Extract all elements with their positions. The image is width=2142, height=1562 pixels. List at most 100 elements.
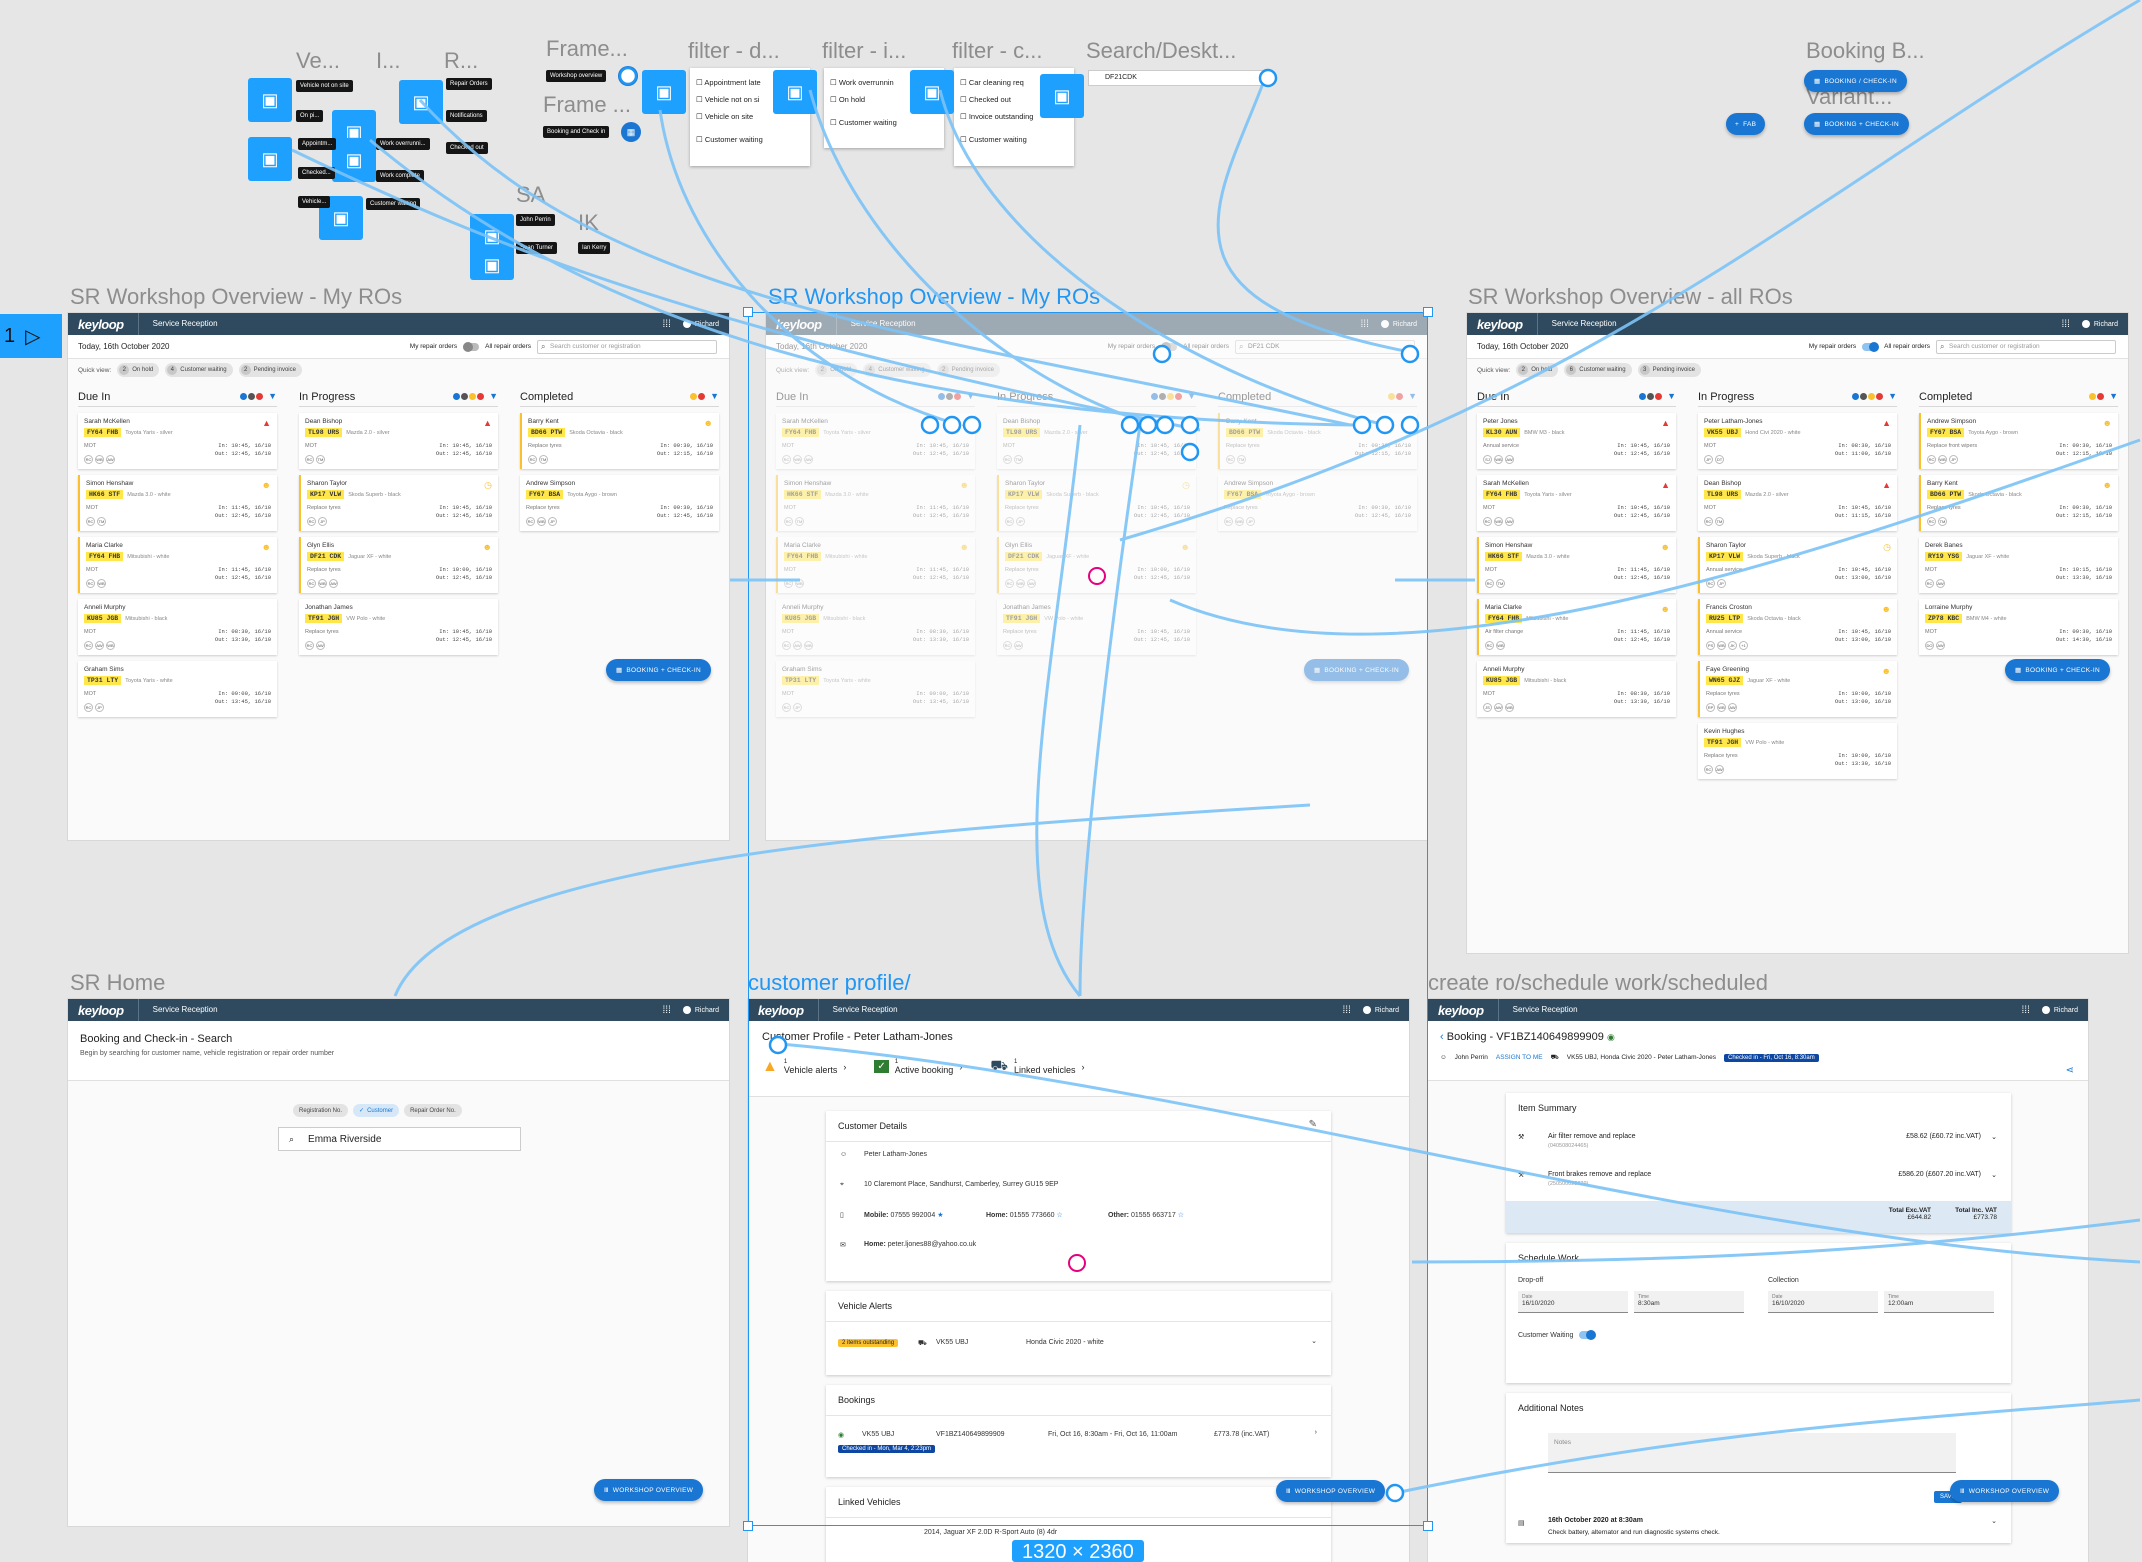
quick-view-chip[interactable]: 2 On hold	[117, 363, 160, 377]
filter-option-0[interactable]: ☐ Work overrunnin	[830, 78, 894, 87]
summary-vehicle-alerts[interactable]: ▲ 1 Vehicle alerts ›	[762, 1057, 846, 1076]
repair-order-card[interactable]: Sharon Taylor KP17 VLW Skoda Superb - blac…	[997, 475, 1196, 531]
filter-option-0[interactable]: ☐ Appointment late	[696, 78, 761, 87]
item-row[interactable]: ⚒ Front brakes remove and replace (25050…	[1518, 1171, 1999, 1187]
filter-icon[interactable]: ▼	[489, 391, 498, 401]
component-instance-icon[interactable]: ▣	[332, 138, 376, 182]
flow-start-marker[interactable]: 1 ▷	[0, 314, 62, 358]
repair-order-card[interactable]: Glyn Ellis DF21 CDK Jaguar XF - white Repla…	[997, 537, 1196, 593]
filter-icon[interactable]: ▼	[2109, 391, 2118, 401]
chevron-right-icon[interactable]: ›	[1314, 1429, 1317, 1436]
back-arrow-icon[interactable]: ‹	[1440, 1031, 1444, 1043]
filter-option-2[interactable]: ☐ Customer waiting	[830, 118, 897, 127]
resize-handle[interactable]	[743, 307, 753, 317]
repair-orders-toggle[interactable]	[1862, 341, 1880, 352]
summary-linked-vehicles[interactable]: ⛟ 1 Linked vehicles ›	[990, 1057, 1084, 1076]
repair-order-card[interactable]: Francis Croston RU25 LTP Skoda Octavia - b…	[1698, 599, 1897, 655]
repair-order-card[interactable]: Glyn Ellis DF21 CDK Jaguar XF - white Repla…	[299, 537, 498, 593]
workshop-overview-mini-button[interactable]: Workshop overview	[546, 70, 607, 82]
star-filled-icon[interactable]: ★	[937, 1212, 944, 1219]
booking-checkin-button[interactable]: ▦ BOOKING + CHECK-IN	[2004, 659, 2110, 681]
user-menu[interactable]: Richard	[1362, 1006, 1399, 1014]
component-instance-icon[interactable]: ▣	[910, 70, 954, 114]
repair-order-card[interactable]: Dean Bishop TL98 URS Mazda 2.0 - silver MOT…	[299, 413, 498, 469]
component-instance-icon[interactable]: ▣	[773, 70, 817, 114]
filter-option-3[interactable]: ☐ Customer waiting	[960, 135, 1027, 144]
repair-order-card[interactable]: Derek Banes RY19 YSG Jaguar XF - white MOT I…	[1919, 537, 2118, 593]
repair-order-card[interactable]: Maria Clarke FY64 FHB Mitsubishi - white MO…	[78, 537, 277, 593]
chevron-down-icon[interactable]: ⌄	[1991, 1134, 1997, 1141]
quick-view-chip[interactable]: 4 Customer waiting	[863, 363, 931, 377]
filter-option-0[interactable]: ☐ Car cleaning req	[960, 78, 1024, 87]
booking-checkin-button-variant-a[interactable]: ▦ BOOKING / CHECK-IN	[1804, 70, 1908, 92]
component-instance-icon[interactable]: ▣	[248, 137, 292, 181]
repair-order-card[interactable]: Graham Sims TP31 LTY Toyota Yaris - white M…	[78, 661, 277, 717]
booking-checkin-button[interactable]: ▦ BOOKING + CHECK-IN	[1303, 659, 1409, 681]
quick-view-chip[interactable]: 4 Customer waiting	[165, 363, 233, 377]
repair-orders-toggle[interactable]	[1161, 341, 1178, 352]
filter-icon[interactable]: ▼	[966, 391, 975, 401]
booking-checkin-mini-button[interactable]: Booking and Check in	[543, 126, 610, 138]
tab-registration[interactable]: Registration No.	[293, 1104, 349, 1117]
repair-order-card[interactable]: Sarah McKellen FY64 FHB Toyota Yaris - sil…	[776, 413, 975, 469]
quick-view-chip[interactable]: 2 On hold	[815, 363, 858, 377]
repair-order-card[interactable]: Graham Sims TP31 LTY Toyota Yaris - white M…	[776, 661, 975, 717]
collection-date-field[interactable]: Date 16/10/2020	[1768, 1291, 1878, 1313]
search-input[interactable]: Search customer or registration	[1936, 339, 2116, 354]
tab-customer[interactable]: ✓ Customer	[353, 1104, 400, 1117]
chevron-down-icon[interactable]: ⌄	[1991, 1518, 1997, 1525]
repair-order-card[interactable]: Peter Latham-Jones VK55 UBJ Hond Civi 2020…	[1698, 413, 1897, 469]
assign-to-me-link[interactable]: ASSIGN TO ME	[1495, 1054, 1543, 1061]
repair-order-card[interactable]: Jonathan James TF91 JGH VW Polo - white Rep…	[299, 599, 498, 655]
repair-order-card[interactable]: Barry Kent BD66 PTW Skoda Octavia - black R…	[1919, 475, 2118, 531]
repair-order-card[interactable]: Peter Jones KL30 AUN BMW M3 - black Annual …	[1477, 413, 1676, 469]
filter-icon[interactable]: ▼	[1187, 391, 1196, 401]
search-input[interactable]: DF21 CDK	[1235, 339, 1415, 354]
repair-order-card[interactable]: Barry Kent BD66 PTW Skoda Octavia - black R…	[520, 413, 719, 469]
user-menu[interactable]: Richard	[1380, 320, 1417, 328]
quick-view-chip[interactable]: 3 Pending invoice	[1637, 363, 1701, 377]
share-icon[interactable]: ⋖	[2065, 1065, 2074, 1076]
repair-order-card[interactable]: Simon Henshaw HK66 STF Mazda 3.0 - white MO…	[1477, 537, 1676, 593]
apps-grid-icon[interactable]: ⁞⁞⁞	[1360, 318, 1369, 330]
repair-order-card[interactable]: Sarah McKellen FY64 FHB Toyota Yaris - sil…	[78, 413, 277, 469]
component-instance-icon[interactable]: ▣	[248, 78, 292, 122]
component-instance-icon[interactable]: ▣	[1040, 74, 1084, 118]
star-outline-icon[interactable]: ☆	[1056, 1212, 1063, 1219]
customer-waiting-toggle[interactable]	[1579, 1330, 1597, 1340]
repair-order-card[interactable]: Sharon Taylor KP17 VLW Skoda Superb - blac…	[299, 475, 498, 531]
apps-grid-icon[interactable]: ⁞⁞⁞	[1342, 1004, 1351, 1016]
calendar-icon[interactable]: ▦	[621, 122, 641, 142]
filter-icon[interactable]: ▼	[710, 391, 719, 401]
repair-order-card[interactable]: Simon Henshaw HK66 STF Mazda 3.0 - white MO…	[78, 475, 277, 531]
component-instance-icon[interactable]: ▣	[470, 250, 514, 280]
repair-order-card[interactable]: Kevin Hughes TF91 JGH VW Polo - white Repla…	[1698, 723, 1897, 779]
dropoff-date-field[interactable]: Date 16/10/2020	[1518, 1291, 1628, 1313]
chevron-down-icon[interactable]: ⌄	[1991, 1172, 1997, 1179]
filter-icon[interactable]: ▼	[1408, 391, 1417, 401]
repair-order-card[interactable]: Andrew Simpson FY67 BSA Toyota Aygo - brow…	[1218, 475, 1417, 531]
workshop-overview-button[interactable]: Ⅲ WORKSHOP OVERVIEW	[594, 1479, 704, 1501]
filter-icon[interactable]: ▼	[1888, 391, 1897, 401]
search-input[interactable]: Search customer or registration	[537, 339, 717, 354]
search-input-component[interactable]: DF21CDK	[1088, 70, 1268, 86]
repair-order-card[interactable]: Simon Henshaw HK66 STF Mazda 3.0 - white MO…	[776, 475, 975, 531]
repair-orders-toggle[interactable]	[463, 341, 480, 352]
apps-grid-icon[interactable]: ⁞⁞⁞	[662, 318, 671, 330]
star-outline-icon[interactable]: ☆	[1177, 1212, 1184, 1219]
workshop-overview-button[interactable]: Ⅲ WORKSHOP OVERVIEW	[1276, 1480, 1386, 1502]
apps-grid-icon[interactable]: ⁞⁞⁞	[2021, 1004, 2030, 1016]
chevron-down-icon[interactable]: ⌄	[1311, 1338, 1317, 1345]
component-instance-icon[interactable]: ▣	[642, 70, 686, 114]
booking-checkin-button[interactable]: ▦ BOOKING + CHECK-IN	[605, 659, 711, 681]
quick-view-chip[interactable]: 2 Pending invoice	[238, 363, 302, 377]
repair-order-card[interactable]: Jonathan James TF91 JGH VW Polo - white Rep…	[997, 599, 1196, 655]
workshop-overview-button[interactable]: Ⅲ WORKSHOP OVERVIEW	[1950, 1480, 2060, 1502]
edit-icon[interactable]: ✎	[1308, 1119, 1317, 1130]
linked-vehicle-row[interactable]: 2014, Jaguar XF 2.0D R-Sport Auto (8) 4d…	[924, 1529, 1058, 1536]
repair-order-card[interactable]: Anneli Murphy KU85 JGB Mitsubishi - black M…	[776, 599, 975, 655]
quick-view-chip[interactable]: 2 Pending invoice	[936, 363, 1000, 377]
dropoff-time-field[interactable]: Time 8:30am	[1634, 1291, 1744, 1313]
repair-order-card[interactable]: Faye Greening WN65 GJZ Jaguar XF - white Re…	[1698, 661, 1897, 717]
repair-order-card[interactable]: Dean Bishop TL98 URS Mazda 2.0 - silver MOT…	[1698, 475, 1897, 531]
